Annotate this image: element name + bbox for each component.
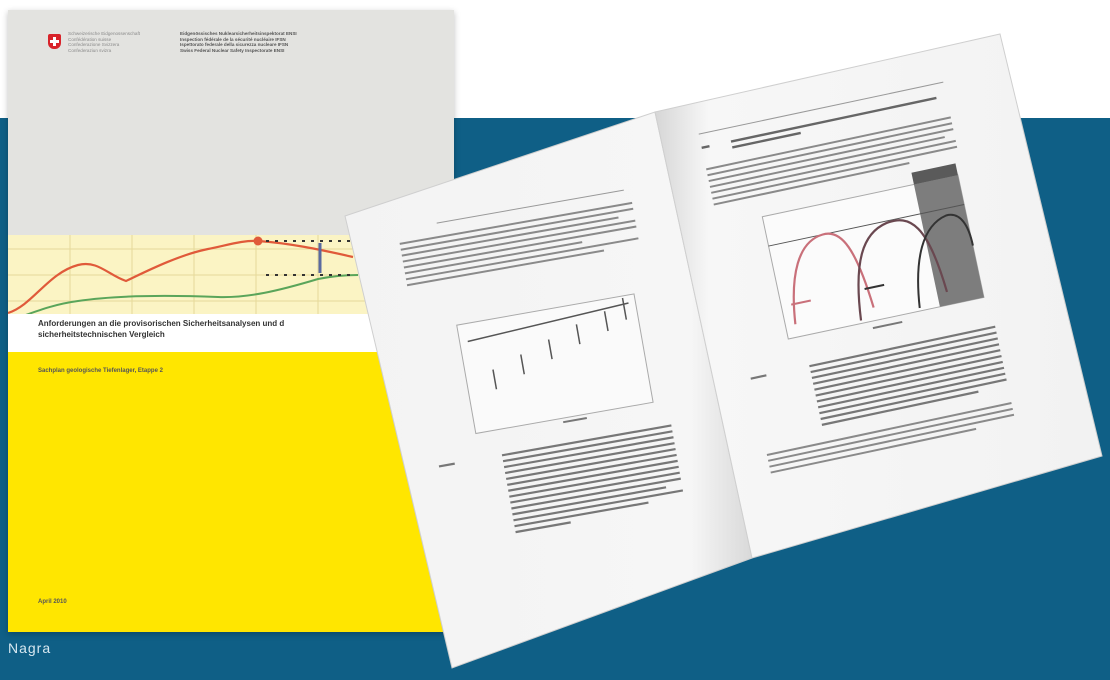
chart-bar [575, 324, 581, 345]
left-page-content [399, 189, 684, 534]
chart-bar [621, 297, 628, 320]
chart-dark-curve [857, 219, 949, 321]
confederation-line: Confederaziun svizra [68, 47, 112, 53]
text-block [766, 402, 1015, 474]
chart-green-curve [8, 274, 359, 322]
cover-date: April 2010 [38, 599, 67, 605]
chart-bar [520, 354, 526, 375]
department-line: Ispettorato federale della sicurezza nuc… [180, 42, 289, 48]
chart-pink-segment [791, 299, 811, 306]
cover-subtitle: Sachplan geologische Tiefenlager, Etappe… [38, 368, 163, 374]
chart-black-curve [917, 213, 974, 309]
chart-black-segment [864, 283, 885, 291]
department-line: Swiss Federal Nuclear Safety Inspectorat… [180, 47, 285, 53]
department-line: Eidgenössisches Nuklearsicherheitsinspek… [180, 31, 297, 36]
chart-axis-label [563, 417, 587, 424]
chart-pink-curve [792, 232, 875, 325]
chart-axis-label [872, 320, 903, 330]
section-heading [701, 96, 937, 149]
cover-header: Schweizerische Eidgenossenschaft Confédé… [8, 10, 454, 235]
confederation-line: Confederazione Svizzera [68, 42, 120, 48]
caption-block [750, 325, 1007, 426]
cover-title: Anforderungen an die provisorischen Sich… [38, 318, 398, 340]
left-page-chart [456, 293, 654, 435]
cover-title-line: sicherheitstechnischen Vergleich [38, 330, 165, 339]
chart-reference-line [768, 203, 965, 247]
confederation-line: Confédération suisse [68, 36, 112, 42]
department-line: Inspection fédérale de la sécurité nuclé… [180, 36, 286, 42]
department-name: Eidgenössisches Nuklearsicherheitsinspek… [180, 31, 350, 53]
chart-bar [492, 369, 498, 390]
chart-peak-marker [253, 236, 263, 246]
text-block [706, 116, 958, 206]
confederation-name: Schweizerische Eidgenossenschaft Confédé… [68, 31, 173, 53]
cover-yellow-panel [8, 352, 454, 632]
page-header-rule [698, 81, 944, 135]
photo-credit: Nagra [8, 640, 52, 656]
cover-title-line: Anforderungen an die provisorischen Sich… [38, 319, 285, 328]
swiss-coat-of-arms-icon [48, 34, 61, 49]
confederation-line: Schweizerische Eidgenossenschaft [68, 31, 141, 36]
chart-line [467, 302, 629, 343]
right-page-content [698, 81, 1015, 474]
chart-shaded-header [911, 163, 958, 185]
chart-bar [547, 339, 553, 360]
page-header-rule [436, 189, 624, 224]
chart-red-curve [8, 239, 354, 315]
caption-block [438, 424, 684, 534]
right-page-chart [761, 163, 985, 340]
chart-shaded-region [913, 175, 984, 307]
chart-bar [603, 311, 609, 332]
chart-frame [456, 293, 654, 435]
text-block [399, 201, 639, 287]
